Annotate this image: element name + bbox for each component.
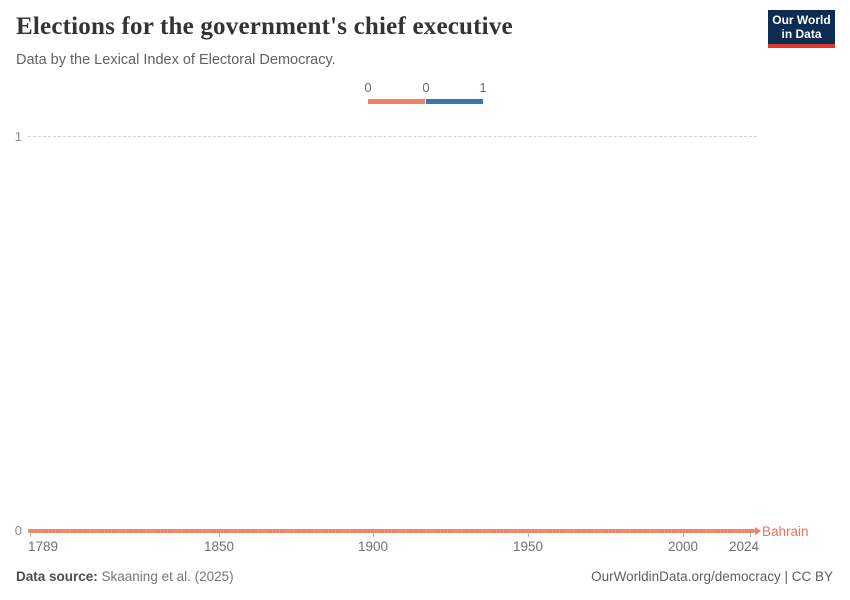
x-axis-label-1900: 1900 (357, 539, 389, 554)
x-axis-label-2024: 2024 (728, 539, 760, 554)
legend-swatch-orange (368, 99, 425, 104)
x-axis-label-1789: 1789 (27, 539, 59, 554)
x-axis-label-1850: 1850 (203, 539, 235, 554)
x-tick (373, 530, 374, 537)
owid-logo[interactable]: Our World in Data (768, 10, 835, 48)
x-tick (219, 530, 220, 537)
x-tick (528, 530, 529, 537)
x-axis-label-2000: 2000 (667, 539, 699, 554)
legend-label-mid: 0 (422, 80, 430, 95)
data-source-value: Skaaning et al. (2025) (97, 569, 234, 584)
x-axis-label-1950: 1950 (512, 539, 544, 554)
series-label-bahrain[interactable]: Bahrain (762, 524, 809, 539)
page-title: Elections for the government's chief exe… (16, 13, 513, 40)
x-tick (30, 530, 31, 537)
chart-subtitle: Data by the Lexical Index of Electoral D… (16, 52, 336, 68)
legend-label-max: 1 (479, 80, 487, 95)
data-source-label: Data source: (16, 569, 98, 584)
owid-license-link[interactable]: OurWorldinData.org/democracy | CC BY (591, 569, 833, 584)
y-axis-label-0: 0 (14, 523, 22, 538)
series-line-bahrain (28, 529, 755, 533)
y-axis-label-1: 1 (14, 129, 22, 144)
logo-line1: Our World (772, 13, 831, 27)
legend-swatch-blue (426, 99, 483, 104)
x-tick (683, 530, 684, 537)
legend-label-min: 0 (364, 80, 372, 95)
logo-line2: in Data (781, 27, 822, 41)
x-tick (750, 530, 751, 537)
data-source-note: Data source: Skaaning et al. (2025) (16, 569, 234, 584)
gridline-y1 (28, 136, 757, 137)
series-line-end-marker (755, 527, 761, 535)
